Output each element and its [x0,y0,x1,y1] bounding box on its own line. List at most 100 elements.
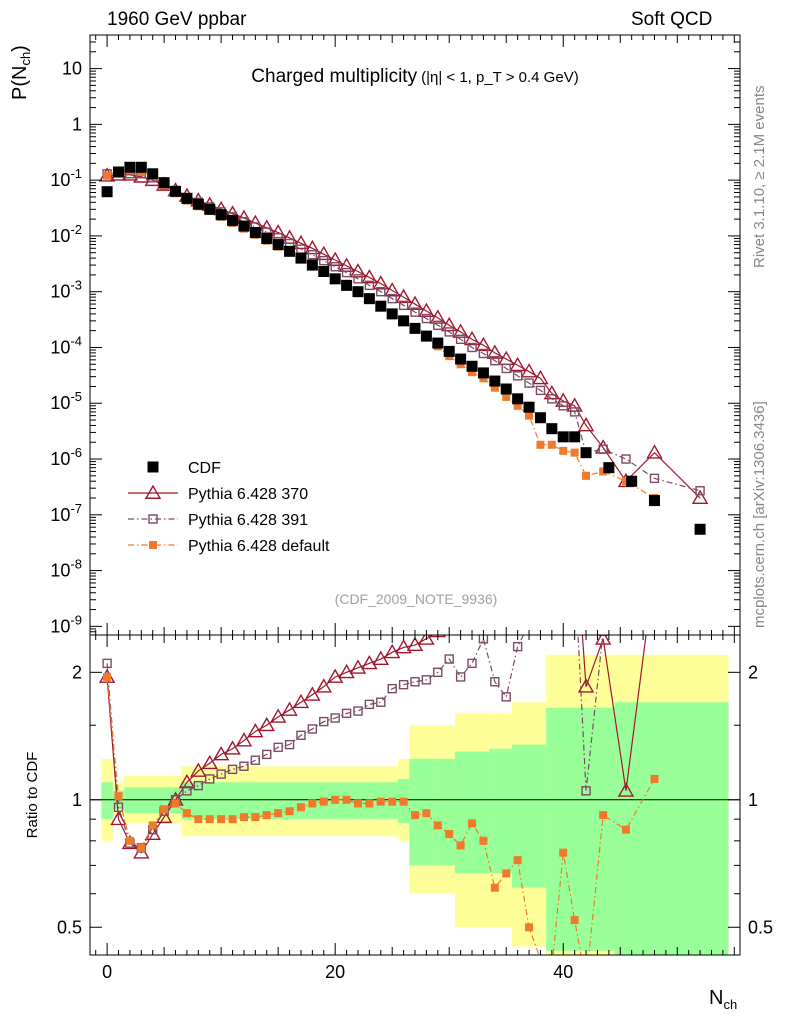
legend-label: Pythia 6.428 391 [188,512,308,529]
y-tick-label: 10-8 [50,557,82,581]
data-point [432,337,444,349]
data-point [239,761,249,771]
data-point [598,635,608,636]
band-green_1sigma [432,758,455,866]
data-point [532,369,549,385]
data-point [467,342,477,353]
data-point [262,811,271,820]
data-point [410,677,420,687]
data-point [295,252,307,264]
ratio-uncertainty-bands [90,654,740,955]
data-point [341,279,353,291]
ratio-y-tick-label: 2 [72,662,82,682]
data-point [570,448,579,457]
data-point [292,234,310,250]
header-right: Soft QCD [631,9,713,30]
data-point [274,809,283,818]
header-left: 1960 GeV ppbar [107,9,247,30]
ratio-y-tick-label: 2 [748,662,758,682]
legend-entry: Pythia 6.428 default [128,538,330,555]
main-title: Charged multiplicity (|η| < 1, p_T > 0.4 … [251,66,578,87]
data-point [536,955,544,963]
data-point [365,799,374,808]
data-point [525,620,533,628]
data-point [456,841,465,850]
data-point [617,782,635,797]
data-point [102,658,112,669]
data-point [144,484,162,499]
data-point [306,259,318,271]
data-point [455,353,467,365]
data-point [566,397,583,412]
data-point [285,807,294,816]
data-point [375,300,387,312]
data-point [319,255,329,266]
data-point [533,547,547,559]
data-point [647,562,661,574]
data-point [468,819,477,828]
ratio-y-tick-label: 1 [748,790,758,810]
data-point [249,227,261,239]
data-point [410,307,420,317]
data-point [398,315,410,327]
data-point [338,663,355,679]
data-point [433,320,443,330]
data-point [512,371,523,381]
ratio-series-pythia-6-428-default [103,672,659,987]
ratio-series-line [106,676,655,955]
x-axis-label: Nch [709,987,737,1012]
data-point [217,815,226,824]
data-point [383,643,401,659]
data-point [113,802,124,812]
data-point [227,764,238,775]
data-point [387,683,397,694]
legend: CDF Pythia 6.428 370 Pythia 6.428 391 Pythi… [128,460,330,555]
data-point [135,161,147,173]
data-point [599,467,608,476]
data-point [581,786,591,796]
data-point [353,706,363,716]
data-point [398,300,409,311]
source-annotation: (CDF_2009_NOTE_9936) [335,591,498,607]
data-point [406,636,424,651]
y-tick-label: 10 [62,59,82,79]
data-point [158,177,170,189]
data-point [269,708,287,723]
ratio-y-tick-label: 0.5 [748,917,773,937]
data-point [304,239,321,255]
data-point [318,266,330,278]
data-point [622,565,630,573]
data-point [192,198,204,210]
series-line [107,174,701,499]
data-point [250,755,261,765]
y-tick-label: 10-3 [50,278,82,302]
data-point [501,363,511,374]
data-point [352,286,364,298]
band-green_1sigma [671,702,729,955]
data-point [216,769,226,779]
data-point [376,286,386,297]
data-point [646,444,663,459]
data-point [582,979,590,987]
data-point [695,486,705,496]
main-series-group [98,161,709,535]
data-point [626,475,638,487]
data-point [621,454,631,464]
data-point [170,185,182,197]
data-point [147,168,159,180]
data-point [190,762,207,777]
data-point [580,447,592,459]
data-point [418,635,435,645]
data-point [418,302,435,317]
series-pythia-6-428-default [103,166,659,503]
data-point [238,220,250,232]
data-point [341,708,352,719]
data-point [569,407,580,417]
data-point [455,672,466,682]
legend-entry: CDF [147,460,221,477]
data-point [490,883,499,892]
y-tick-label: 10-6 [50,445,82,469]
data-point [147,461,159,473]
data-point [181,192,193,204]
data-point [148,821,157,830]
